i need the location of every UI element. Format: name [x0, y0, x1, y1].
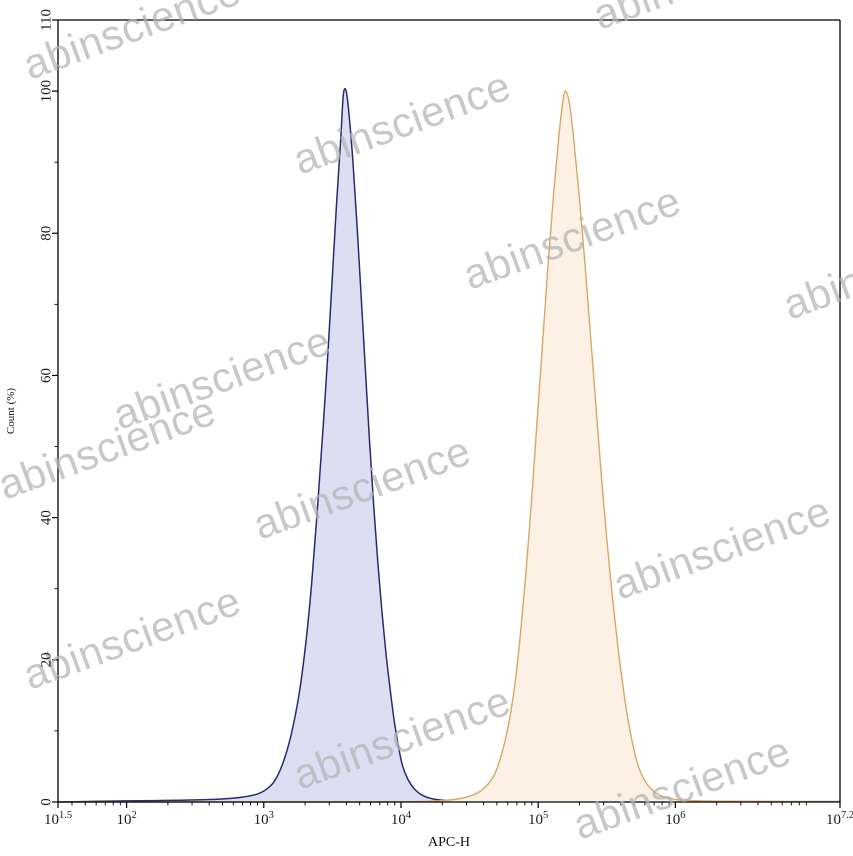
svg-text:105: 105 — [528, 810, 548, 828]
series-line-stained — [57, 90, 841, 803]
x-tick-label: 103 — [254, 810, 274, 828]
series-stained — [57, 90, 841, 803]
axis-labels-layer: 101.5 102 103 104 105 106 107.2 0 20 40 60 80 100 110… — [5, 9, 853, 850]
x-tick-label: 104 — [391, 810, 412, 828]
y-tick-label: 100 — [38, 80, 54, 103]
y-tick-label: 40 — [38, 510, 54, 525]
x-axis-title: APC-H — [428, 835, 470, 850]
svg-text:101.5: 101.5 — [44, 810, 72, 828]
y-axis-title: Count (%) — [5, 388, 17, 434]
svg-text:107.2: 107.2 — [826, 810, 853, 828]
svg-text:104: 104 — [391, 810, 412, 828]
series-line-control — [57, 87, 841, 803]
svg-text:103: 103 — [254, 810, 274, 828]
y-tick-label: 110 — [38, 9, 54, 31]
series-layer — [57, 87, 841, 803]
x-tick-label: 101.5 — [44, 810, 72, 828]
series-control — [57, 87, 841, 803]
x-tick-label: 106 — [665, 810, 685, 828]
svg-text:102: 102 — [116, 810, 136, 828]
x-tick-label: 105 — [528, 810, 548, 828]
axes-layer — [52, 19, 841, 808]
svg-text:106: 106 — [665, 810, 685, 828]
y-tick-label: 60 — [38, 368, 54, 383]
x-tick-label: 102 — [116, 810, 136, 828]
y-tick-label: 80 — [38, 226, 54, 241]
y-tick-label: 0 — [38, 798, 54, 806]
y-tick-label: 20 — [38, 652, 54, 667]
x-tick-label: 107.2 — [826, 810, 853, 828]
